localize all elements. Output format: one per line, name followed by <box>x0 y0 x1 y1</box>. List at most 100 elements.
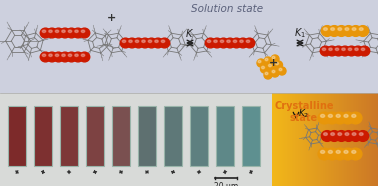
Ellipse shape <box>336 150 340 153</box>
Ellipse shape <box>240 40 243 42</box>
Ellipse shape <box>161 40 165 42</box>
Ellipse shape <box>346 46 357 56</box>
Ellipse shape <box>135 40 139 42</box>
Ellipse shape <box>49 54 52 57</box>
Text: +: + <box>270 58 279 68</box>
Ellipse shape <box>129 40 132 42</box>
Ellipse shape <box>268 64 271 67</box>
Ellipse shape <box>220 40 224 42</box>
Bar <box>216 106 234 166</box>
Ellipse shape <box>155 40 158 42</box>
Ellipse shape <box>352 133 356 135</box>
Ellipse shape <box>350 26 361 36</box>
Bar <box>8 106 26 166</box>
Ellipse shape <box>153 38 163 48</box>
Ellipse shape <box>321 150 325 153</box>
Ellipse shape <box>336 131 347 141</box>
Ellipse shape <box>352 28 356 31</box>
Ellipse shape <box>321 131 333 141</box>
Ellipse shape <box>328 26 340 36</box>
Ellipse shape <box>271 69 279 77</box>
Ellipse shape <box>328 150 333 153</box>
Ellipse shape <box>331 133 335 135</box>
Ellipse shape <box>355 48 358 51</box>
Ellipse shape <box>257 59 265 67</box>
Ellipse shape <box>75 30 78 33</box>
Ellipse shape <box>47 52 57 62</box>
Ellipse shape <box>342 48 345 51</box>
Ellipse shape <box>146 38 157 48</box>
Ellipse shape <box>53 28 64 38</box>
Ellipse shape <box>338 28 342 31</box>
Ellipse shape <box>318 112 331 124</box>
Ellipse shape <box>66 52 77 62</box>
Bar <box>0 93 272 186</box>
Ellipse shape <box>326 148 339 160</box>
Text: $K$: $K$ <box>186 27 195 39</box>
Ellipse shape <box>329 48 332 51</box>
Text: 20 μm: 20 μm <box>214 182 238 186</box>
Ellipse shape <box>341 148 354 160</box>
Ellipse shape <box>227 40 230 42</box>
Ellipse shape <box>274 61 282 69</box>
Ellipse shape <box>321 26 333 36</box>
Ellipse shape <box>272 56 275 59</box>
Ellipse shape <box>40 52 51 62</box>
Ellipse shape <box>238 38 248 48</box>
Text: $K_1$: $K_1$ <box>294 26 306 40</box>
Ellipse shape <box>357 26 369 36</box>
Text: $K_2$: $K_2$ <box>298 108 309 120</box>
Ellipse shape <box>68 54 72 57</box>
Ellipse shape <box>340 46 350 56</box>
Ellipse shape <box>345 28 349 31</box>
Ellipse shape <box>246 40 250 42</box>
Ellipse shape <box>338 133 342 135</box>
Ellipse shape <box>265 58 268 61</box>
Bar <box>138 106 156 166</box>
Ellipse shape <box>349 112 362 124</box>
Ellipse shape <box>333 46 344 56</box>
Ellipse shape <box>140 38 150 48</box>
Ellipse shape <box>336 26 347 36</box>
Ellipse shape <box>42 54 46 57</box>
Ellipse shape <box>244 38 255 48</box>
Ellipse shape <box>73 52 83 62</box>
Ellipse shape <box>212 38 222 48</box>
Ellipse shape <box>271 55 279 63</box>
Ellipse shape <box>322 48 326 51</box>
Ellipse shape <box>258 60 261 63</box>
Ellipse shape <box>264 71 272 79</box>
Ellipse shape <box>357 131 369 141</box>
Ellipse shape <box>55 30 59 33</box>
Ellipse shape <box>345 133 349 135</box>
Ellipse shape <box>264 57 272 65</box>
Ellipse shape <box>142 40 145 42</box>
Ellipse shape <box>62 54 65 57</box>
Ellipse shape <box>62 30 65 33</box>
Ellipse shape <box>349 148 362 160</box>
Ellipse shape <box>279 68 282 71</box>
Ellipse shape <box>233 40 237 42</box>
Ellipse shape <box>81 54 85 57</box>
Ellipse shape <box>318 148 331 160</box>
Ellipse shape <box>343 131 354 141</box>
Ellipse shape <box>324 28 327 31</box>
Ellipse shape <box>218 38 229 48</box>
Ellipse shape <box>120 38 131 48</box>
Ellipse shape <box>353 46 363 56</box>
Ellipse shape <box>343 26 354 36</box>
Ellipse shape <box>42 30 46 33</box>
Text: Crystalline
state: Crystalline state <box>274 101 334 123</box>
Text: Solution state: Solution state <box>191 4 263 14</box>
Bar <box>164 106 182 166</box>
Ellipse shape <box>336 114 340 117</box>
Ellipse shape <box>326 112 339 124</box>
Ellipse shape <box>352 150 356 153</box>
Ellipse shape <box>53 52 64 62</box>
Bar <box>190 106 208 166</box>
Ellipse shape <box>133 38 144 48</box>
Bar <box>34 106 52 166</box>
Bar <box>60 106 78 166</box>
Bar <box>242 106 260 166</box>
Ellipse shape <box>334 148 346 160</box>
